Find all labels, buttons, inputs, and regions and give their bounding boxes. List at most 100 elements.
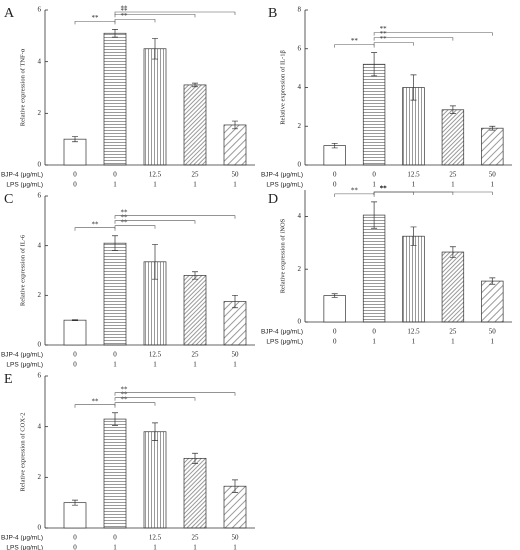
error-bar <box>331 293 338 298</box>
error-bar <box>489 125 496 131</box>
bar <box>362 214 386 323</box>
x-tick-label: 0 <box>333 338 337 346</box>
x-tick-label: 12.5 <box>149 534 162 542</box>
significance-bracket <box>114 402 156 406</box>
error-bar <box>72 499 78 506</box>
row-label: BJP-4 (μg/mL) <box>261 172 303 179</box>
x-tick-label: 50 <box>232 351 240 359</box>
significance-bracket <box>334 44 375 48</box>
significance-bracket <box>114 397 196 401</box>
x-tick-label: 25 <box>449 328 457 336</box>
significance-bracket <box>74 227 116 231</box>
error-bar <box>192 452 198 464</box>
y-tick-label: 6 <box>38 6 42 14</box>
significance-label: ** <box>121 208 129 216</box>
significance-label: ** <box>380 25 388 33</box>
bar <box>362 63 386 166</box>
error-bar <box>72 319 78 322</box>
significance-bracket <box>74 21 116 25</box>
significance-label: ** <box>121 5 129 13</box>
x-tick-label: 0 <box>333 171 337 179</box>
error-bar <box>232 294 238 309</box>
row-label: BJP-4 (μg/mL) <box>1 535 43 542</box>
y-axis-label: Relative expression of IL-6 <box>19 234 26 306</box>
significance-label: ** <box>380 185 388 193</box>
bar <box>323 145 346 166</box>
error-bar <box>112 235 118 251</box>
y-axis-label: Relative expression of IL-1β <box>279 50 286 125</box>
row-label: LPS (μg/mL) <box>266 339 303 346</box>
x-tick-label: 1 <box>372 181 376 189</box>
significance-bracket <box>114 225 156 229</box>
x-tick-label: 0 <box>113 171 117 179</box>
bar <box>63 138 87 166</box>
x-tick-label: 0 <box>73 361 77 369</box>
bar <box>103 242 127 346</box>
significance-label: ** <box>121 395 129 403</box>
y-tick-label: 0 <box>38 341 42 349</box>
error-bar <box>449 105 456 115</box>
significance-label: ** <box>92 397 100 405</box>
x-tick-label: 1 <box>372 338 376 346</box>
y-tick-label: 4 <box>38 57 42 65</box>
x-tick-label: 1 <box>412 338 416 346</box>
row-label: LPS (μg/mL) <box>6 362 43 369</box>
x-tick-label: 50 <box>232 171 240 179</box>
bar <box>481 280 504 323</box>
y-axis-label: Relative expression of iNOS <box>279 218 286 293</box>
panel-label: E <box>4 372 13 387</box>
panel-label: C <box>4 192 13 207</box>
error-bar <box>331 142 338 149</box>
x-tick-label: 25 <box>192 171 200 179</box>
x-tick-label: 1 <box>233 181 237 189</box>
error-bar <box>232 479 238 493</box>
bar <box>183 457 207 529</box>
bar <box>481 127 504 166</box>
row-label: BJP-4 (μg/mL) <box>261 329 303 336</box>
x-tick-label: 0 <box>73 171 77 179</box>
x-tick-label: 0 <box>73 544 77 550</box>
y-tick-label: 4 <box>38 241 42 249</box>
bar <box>103 32 127 166</box>
bar <box>63 319 87 346</box>
significance-bracket <box>373 191 493 195</box>
y-tick-label: 4 <box>298 83 302 91</box>
significance-bracket <box>373 37 454 41</box>
y-tick-label: 2 <box>38 473 42 481</box>
panel-label: D <box>268 192 278 207</box>
y-tick-label: 4 <box>298 212 302 220</box>
x-tick-label: 1 <box>451 338 455 346</box>
x-tick-label: 1 <box>233 361 237 369</box>
x-tick-label: 0 <box>372 171 376 179</box>
y-tick-label: 6 <box>38 372 42 380</box>
x-tick-label: 1 <box>491 181 495 189</box>
y-tick-label: 2 <box>298 122 302 130</box>
x-tick-label: 0 <box>333 328 337 336</box>
significance-label: ** <box>121 218 129 226</box>
x-tick-label: 50 <box>232 534 240 542</box>
y-axis-label: Relative expression of COX-2 <box>19 413 26 492</box>
error-bar <box>489 277 496 285</box>
significance-bracket <box>114 392 236 396</box>
significance-label: ** <box>121 213 129 221</box>
panel-label: A <box>4 6 15 21</box>
x-tick-label: 0 <box>333 181 337 189</box>
row-label: LPS (μg/mL) <box>6 182 43 189</box>
x-tick-label: 1 <box>153 181 157 189</box>
y-tick-label: 0 <box>298 318 302 326</box>
significance-bracket <box>74 404 116 408</box>
significance-label: ** <box>380 185 388 193</box>
row-label: BJP-4 (μg/mL) <box>1 352 43 359</box>
row-label: LPS (μg/mL) <box>266 182 303 189</box>
significance-bracket <box>373 32 493 36</box>
error-bar <box>152 38 158 60</box>
y-tick-label: 0 <box>298 161 302 169</box>
error-bar <box>410 74 417 101</box>
bar <box>143 431 167 529</box>
x-tick-label: 1 <box>113 181 117 189</box>
y-tick-label: 4 <box>38 422 42 430</box>
significance-bracket <box>114 11 236 15</box>
x-tick-label: 1 <box>113 544 117 550</box>
error-bar <box>112 412 118 426</box>
